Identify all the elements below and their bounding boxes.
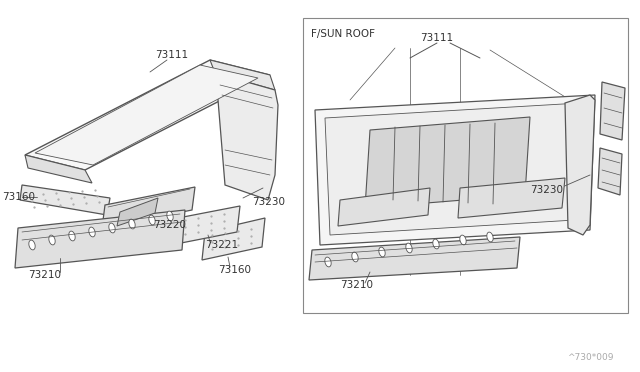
Text: 73210: 73210 bbox=[28, 270, 61, 280]
Polygon shape bbox=[365, 117, 530, 208]
Polygon shape bbox=[15, 210, 185, 268]
Text: 73220: 73220 bbox=[153, 220, 186, 230]
Ellipse shape bbox=[352, 252, 358, 262]
Polygon shape bbox=[458, 178, 565, 218]
Ellipse shape bbox=[29, 240, 35, 250]
Polygon shape bbox=[338, 188, 430, 226]
Text: 73230: 73230 bbox=[252, 197, 285, 207]
Ellipse shape bbox=[69, 231, 75, 241]
Bar bbox=[303, 18, 628, 313]
Ellipse shape bbox=[167, 211, 173, 221]
Polygon shape bbox=[600, 82, 625, 140]
Text: ^730*009: ^730*009 bbox=[567, 353, 613, 362]
Polygon shape bbox=[210, 60, 275, 90]
Polygon shape bbox=[315, 95, 595, 245]
Polygon shape bbox=[309, 237, 520, 280]
Polygon shape bbox=[215, 73, 278, 200]
Ellipse shape bbox=[487, 232, 493, 242]
Ellipse shape bbox=[129, 219, 135, 229]
Text: 73210: 73210 bbox=[340, 280, 373, 290]
Polygon shape bbox=[25, 155, 92, 183]
Polygon shape bbox=[117, 198, 158, 226]
Polygon shape bbox=[176, 206, 240, 244]
Text: 73221: 73221 bbox=[205, 240, 238, 250]
Ellipse shape bbox=[89, 227, 95, 237]
Polygon shape bbox=[565, 95, 595, 235]
Ellipse shape bbox=[325, 257, 331, 267]
Text: 73111: 73111 bbox=[155, 50, 188, 60]
Ellipse shape bbox=[379, 247, 385, 257]
Ellipse shape bbox=[49, 235, 55, 245]
Text: 73160: 73160 bbox=[2, 192, 35, 202]
Text: 73111: 73111 bbox=[420, 33, 453, 43]
Text: F/SUN ROOF: F/SUN ROOF bbox=[311, 29, 375, 39]
Ellipse shape bbox=[433, 239, 439, 249]
Polygon shape bbox=[20, 185, 110, 215]
Polygon shape bbox=[202, 218, 265, 260]
Polygon shape bbox=[25, 60, 270, 170]
Polygon shape bbox=[598, 148, 622, 195]
Text: 73160: 73160 bbox=[218, 265, 251, 275]
Ellipse shape bbox=[109, 223, 115, 233]
Text: 73230: 73230 bbox=[530, 185, 563, 195]
Ellipse shape bbox=[149, 215, 155, 225]
Polygon shape bbox=[102, 187, 195, 228]
Ellipse shape bbox=[460, 235, 466, 245]
Polygon shape bbox=[35, 65, 258, 165]
Polygon shape bbox=[325, 103, 580, 235]
Ellipse shape bbox=[406, 243, 412, 253]
